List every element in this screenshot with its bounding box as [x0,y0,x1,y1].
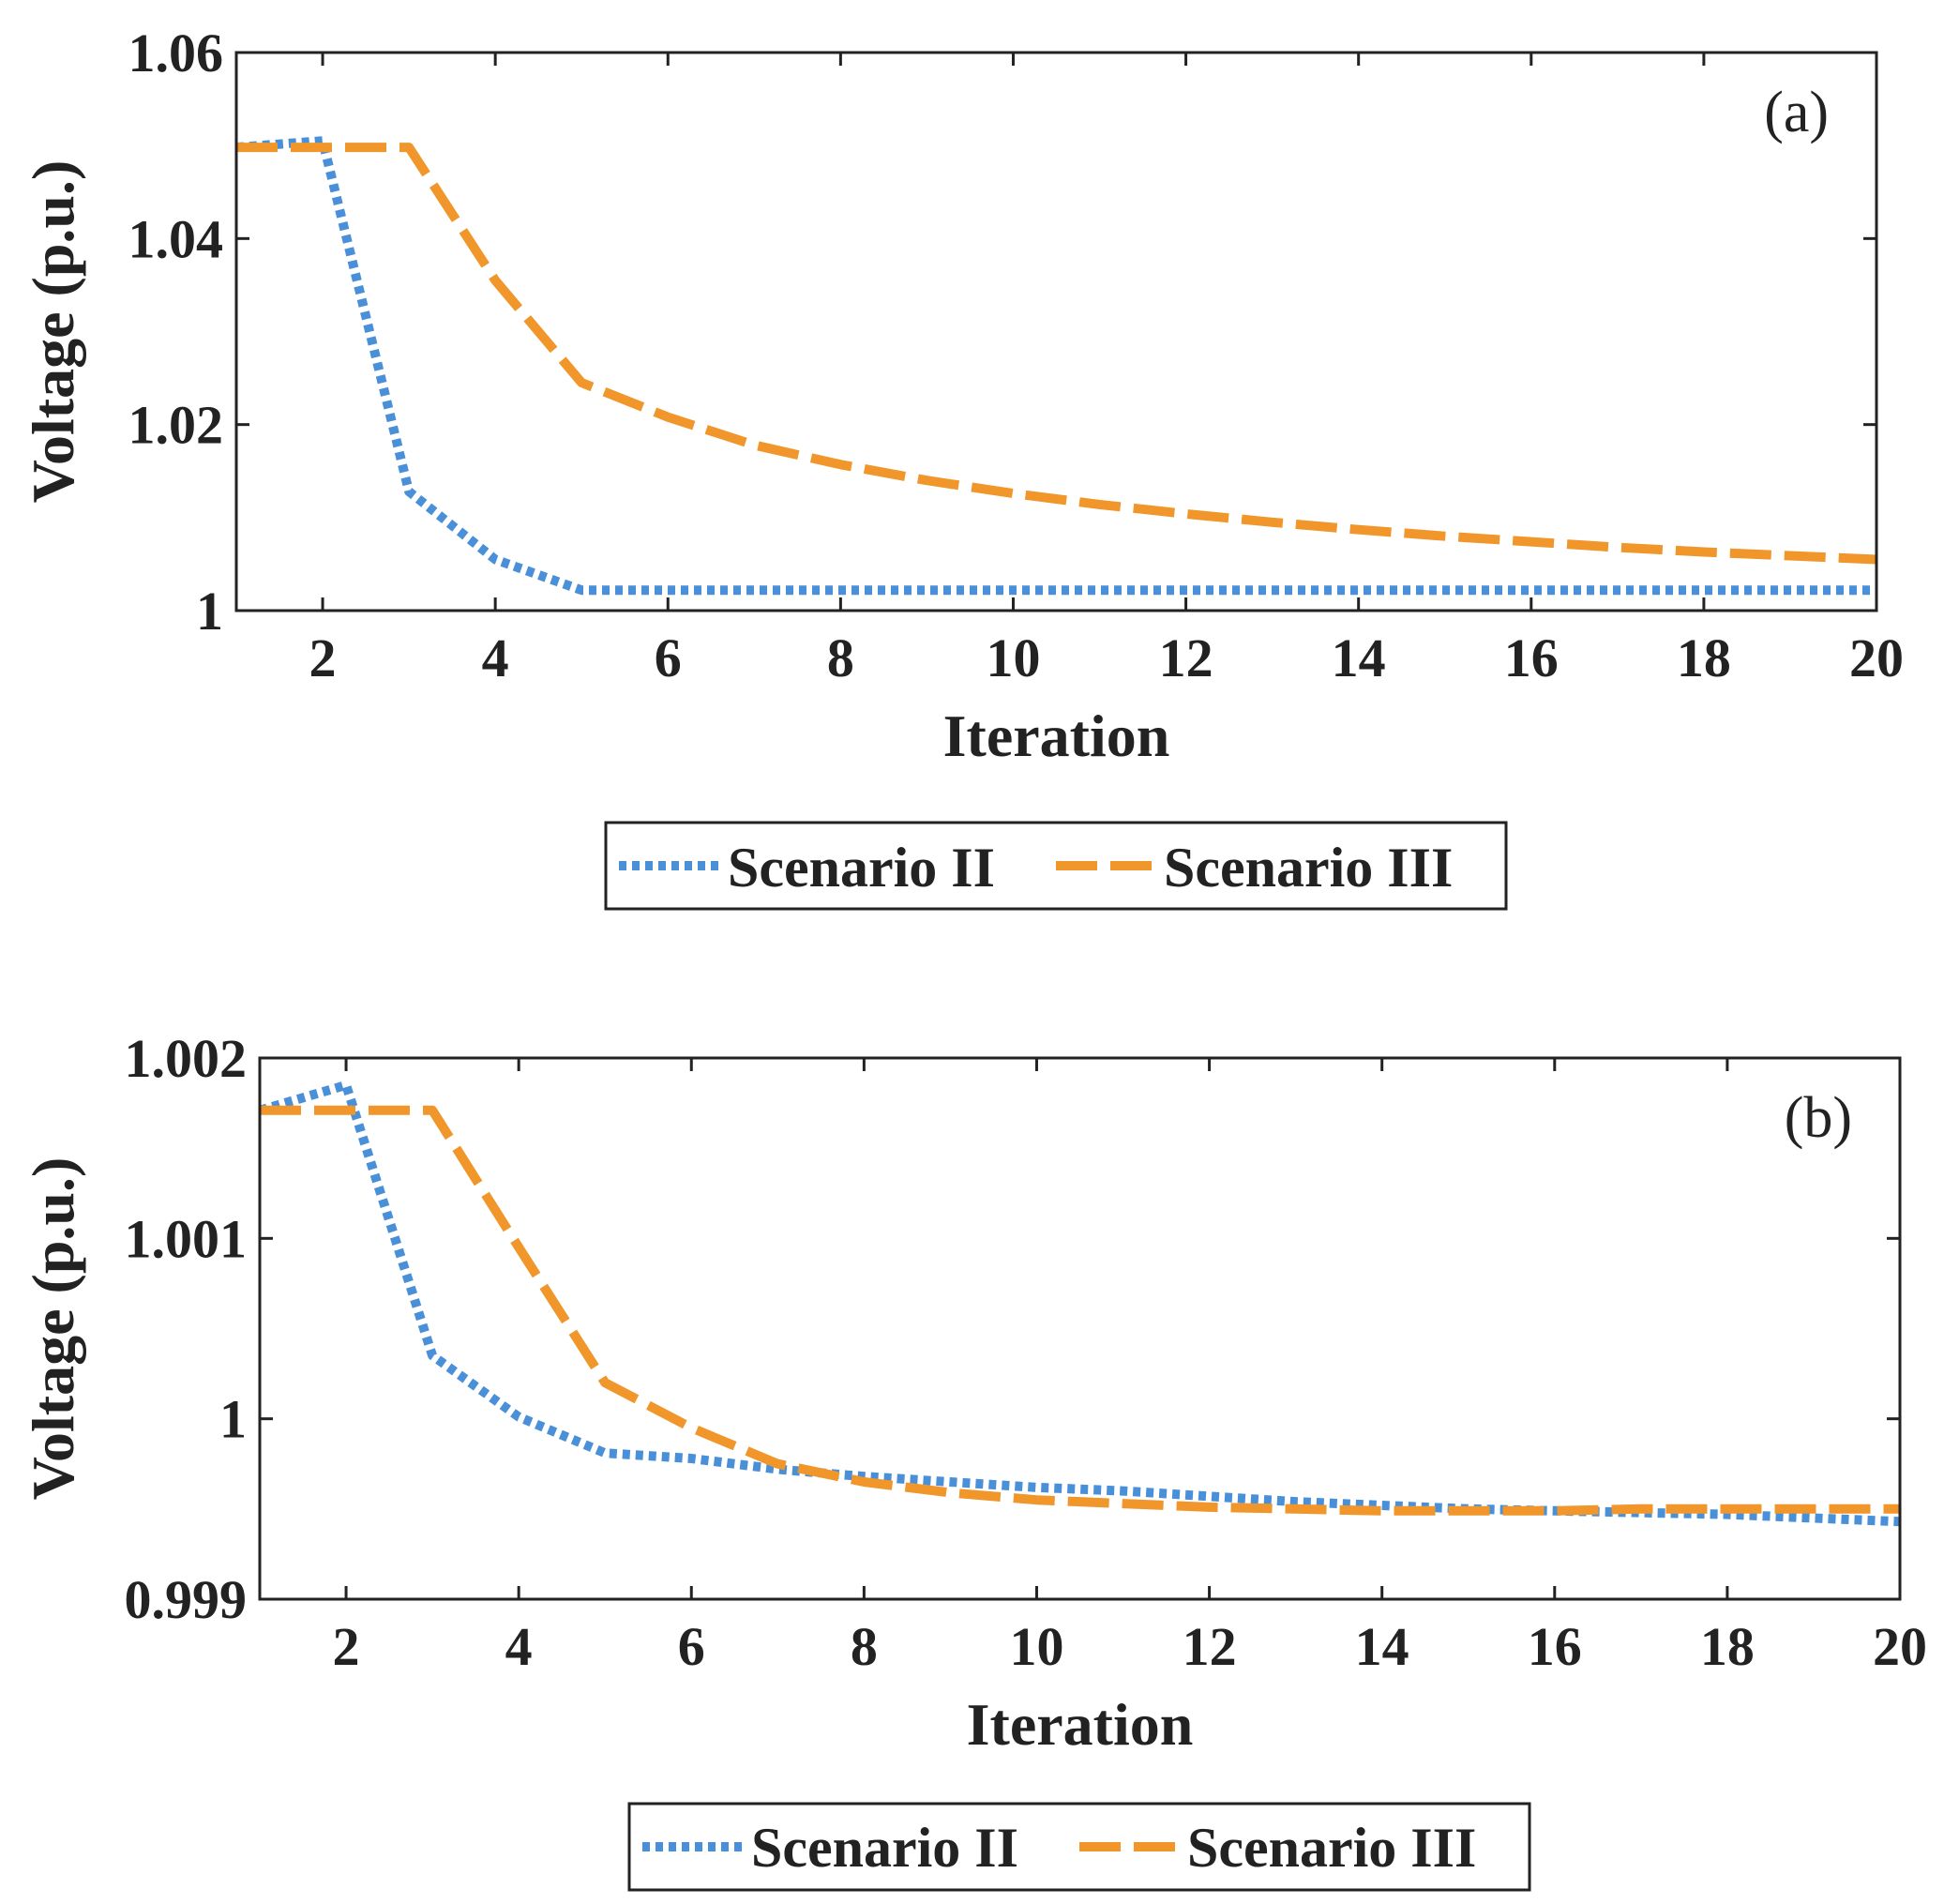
x-tick-label: 8 [851,1616,878,1677]
y-axis-title: Voltage (p.u.) [20,160,86,504]
series-line-scenario-ii-b [258,1080,1901,1527]
chart-panel-b: 2 4 6 8 10 12 14 16 18 20 0.999 1 1.001 1.002 Iteratio… [20,1028,1927,1892]
panel-label: (a) [1764,81,1829,144]
y-tick-label: 1.002 [125,1028,248,1089]
legend-label-scenario-iii: Scenario III [1187,1817,1476,1879]
x-tick-label: 12 [1159,627,1213,688]
y-axis-title: Voltage (p.u.) [20,1157,86,1501]
series-line-scenario-iii-b [260,1105,1900,1516]
x-tick-label: 4 [482,627,509,688]
x-tick-label: 20 [1873,1616,1927,1677]
x-tick-label: 16 [1504,627,1559,688]
x-tick-label: 18 [1700,1616,1755,1677]
series-line-scenario-ii-a [235,136,1876,596]
panel-label: (b) [1785,1086,1852,1150]
x-tick-label: 16 [1528,1616,1582,1677]
x-axis-title: Iteration [967,1691,1194,1758]
x-axis-title: Iteration [943,703,1170,769]
y-tick-label: 1.001 [125,1208,248,1269]
y-tick-label: 1 [219,1389,247,1450]
x-tick-label: 4 [505,1616,533,1677]
legend-label-scenario-iii: Scenario III [1164,837,1453,899]
x-tick-label: 14 [1355,1616,1409,1677]
series-line-scenario-iii-a [236,143,1877,565]
legend-label-scenario-ii: Scenario II [728,837,995,899]
x-tick-label: 8 [827,627,854,688]
x-tick-label: 6 [678,1616,705,1677]
x-tick-label: 6 [655,627,682,688]
x-tick-label: 18 [1677,627,1731,688]
y-tick-label: 1.02 [128,395,224,456]
legend-label-scenario-ii: Scenario II [751,1817,1018,1879]
x-tick-label: 2 [309,627,337,688]
chart-panel-a: 2 4 6 8 10 12 14 16 18 20 1 1.02 1.04 1.06 Iteration Vo… [20,23,1904,911]
y-tick-label: 1.04 [128,208,224,269]
x-tick-label: 20 [1849,627,1904,688]
y-tick-label: 0.999 [125,1569,248,1630]
x-tick-label: 14 [1332,627,1386,688]
x-tick-label: 2 [333,1616,360,1677]
y-tick-label: 1 [196,581,223,642]
x-tick-label: 10 [1009,1616,1063,1677]
x-tick-label: 10 [986,627,1040,688]
y-tick-label: 1.06 [128,23,224,83]
plot-frame-b [258,1056,1902,1601]
plot-frame-a [234,51,1878,612]
x-tick-label: 12 [1183,1616,1237,1677]
